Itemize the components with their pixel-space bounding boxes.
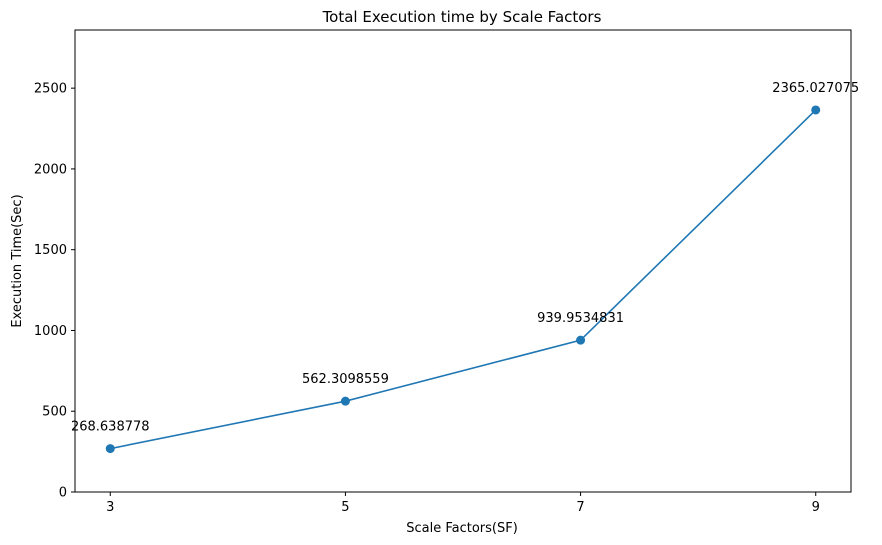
x-axis: 3 5 7 9 <box>106 492 820 515</box>
y-tick-label: 2000 <box>34 162 67 177</box>
chart-title: Total Execution time by Scale Factors <box>322 8 602 26</box>
y-tick-label: 2500 <box>34 82 67 97</box>
y-tick-label: 0 <box>59 486 67 501</box>
data-point <box>576 335 586 345</box>
x-tick-label: 5 <box>341 500 349 515</box>
data-point <box>105 444 115 454</box>
x-tick-label: 9 <box>812 500 820 515</box>
y-tick-label: 1000 <box>34 324 67 339</box>
y-tick-label: 500 <box>42 405 67 420</box>
y-tick-label: 1500 <box>34 243 67 258</box>
x-axis-label: Scale Factors(SF) <box>406 521 518 536</box>
plot-area-frame <box>74 29 852 493</box>
data-label: 268.638778 <box>71 420 150 435</box>
data-label: 2365.027075 <box>772 81 859 96</box>
data-label: 562.3098559 <box>302 372 389 387</box>
data-point <box>811 105 821 115</box>
y-axis-label: Execution Time(Sec) <box>10 194 25 327</box>
series-layer: 268.638778 562.3098559 939.9534831 2365.027… <box>71 81 859 454</box>
y-axis: 0 500 1000 1500 2000 2500 <box>34 82 75 501</box>
data-label: 939.9534831 <box>537 311 624 326</box>
series-line <box>110 109 817 450</box>
x-tick-label: 3 <box>106 500 114 515</box>
data-point <box>340 396 350 406</box>
x-tick-label: 7 <box>576 500 584 515</box>
